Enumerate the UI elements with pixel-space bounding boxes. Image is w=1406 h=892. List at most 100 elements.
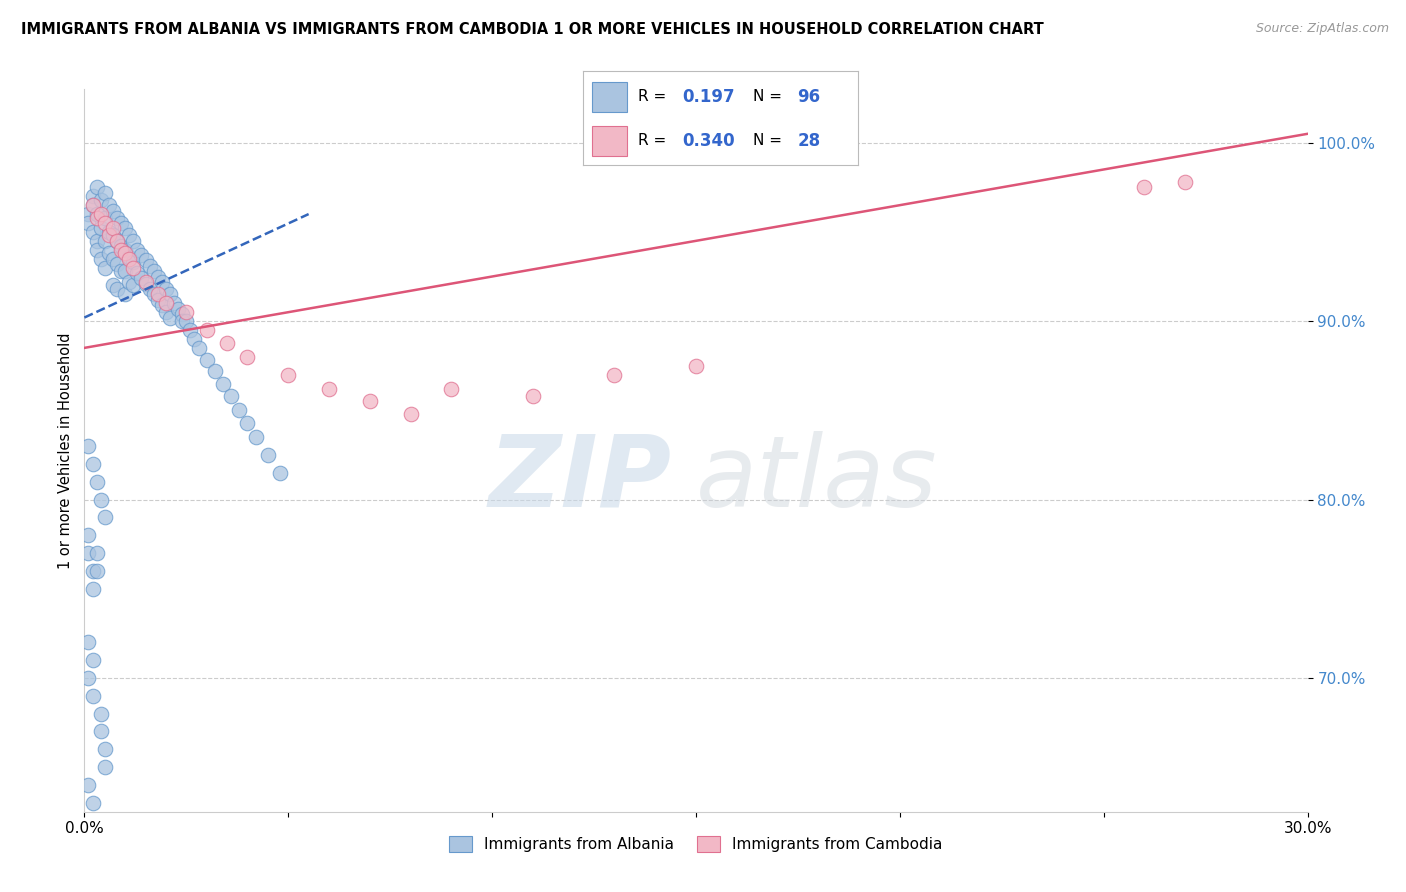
Point bbox=[90, 193, 112, 207]
FancyBboxPatch shape bbox=[592, 82, 627, 112]
Point bbox=[90, 724, 112, 739]
Point bbox=[86, 211, 108, 225]
Legend: Immigrants from Albania, Immigrants from Cambodia: Immigrants from Albania, Immigrants from… bbox=[443, 830, 949, 858]
Point bbox=[101, 228, 124, 243]
Point bbox=[150, 298, 173, 312]
Point bbox=[86, 475, 108, 489]
Point bbox=[93, 510, 115, 524]
Point bbox=[127, 243, 149, 257]
Point bbox=[101, 221, 124, 235]
Point bbox=[93, 186, 115, 200]
Point bbox=[155, 282, 177, 296]
Point bbox=[86, 207, 108, 221]
Point bbox=[685, 359, 707, 373]
Text: IMMIGRANTS FROM ALBANIA VS IMMIGRANTS FROM CAMBODIA 1 OR MORE VEHICLES IN HOUSEH: IMMIGRANTS FROM ALBANIA VS IMMIGRANTS FR… bbox=[21, 22, 1043, 37]
Point bbox=[159, 310, 181, 325]
Point bbox=[105, 282, 128, 296]
Point bbox=[269, 466, 291, 480]
Point bbox=[82, 189, 104, 203]
Text: 0.197: 0.197 bbox=[682, 87, 735, 105]
Point bbox=[90, 706, 112, 721]
Point bbox=[236, 350, 259, 364]
Point bbox=[179, 323, 201, 337]
Point bbox=[97, 228, 120, 243]
Point bbox=[135, 275, 157, 289]
Point bbox=[122, 255, 145, 269]
Point bbox=[105, 234, 128, 248]
Point bbox=[93, 760, 115, 774]
Point bbox=[105, 257, 128, 271]
FancyBboxPatch shape bbox=[592, 126, 627, 156]
Point bbox=[204, 364, 226, 378]
Point bbox=[86, 243, 108, 257]
Point bbox=[138, 259, 160, 273]
Point bbox=[77, 546, 100, 560]
Text: N =: N = bbox=[754, 133, 787, 148]
Point bbox=[86, 564, 108, 578]
Point bbox=[82, 564, 104, 578]
Point bbox=[228, 403, 250, 417]
Point bbox=[135, 253, 157, 268]
Point bbox=[105, 211, 128, 225]
Point bbox=[187, 341, 209, 355]
Point bbox=[82, 653, 104, 667]
Point bbox=[77, 635, 100, 649]
Point bbox=[77, 528, 100, 542]
Point bbox=[138, 282, 160, 296]
Point bbox=[93, 216, 115, 230]
Point bbox=[122, 260, 145, 275]
Point bbox=[82, 582, 104, 596]
Point bbox=[155, 305, 177, 319]
Point bbox=[172, 314, 194, 328]
Point bbox=[114, 243, 136, 257]
Point bbox=[172, 307, 194, 321]
Point bbox=[217, 335, 239, 350]
Point bbox=[219, 389, 242, 403]
Point bbox=[82, 457, 104, 471]
Point bbox=[118, 252, 141, 266]
Y-axis label: 1 or more Vehicles in Household: 1 or more Vehicles in Household bbox=[58, 332, 73, 569]
Point bbox=[82, 796, 104, 810]
Point bbox=[93, 260, 115, 275]
Point bbox=[163, 296, 186, 310]
Point bbox=[110, 243, 132, 257]
Point bbox=[183, 332, 205, 346]
Point bbox=[110, 264, 132, 278]
Point bbox=[86, 180, 108, 194]
Point bbox=[277, 368, 299, 382]
Point bbox=[77, 671, 100, 685]
Point bbox=[93, 211, 115, 225]
Point bbox=[93, 234, 115, 248]
Point bbox=[77, 207, 100, 221]
Point bbox=[90, 492, 112, 507]
Point bbox=[114, 287, 136, 301]
Point bbox=[159, 287, 181, 301]
Point bbox=[93, 742, 115, 756]
Point bbox=[150, 275, 173, 289]
Text: 0.340: 0.340 bbox=[682, 132, 735, 150]
Point bbox=[82, 689, 104, 703]
Point bbox=[97, 225, 120, 239]
Point bbox=[114, 246, 136, 260]
Point bbox=[77, 439, 100, 453]
Point bbox=[110, 216, 132, 230]
Text: atlas: atlas bbox=[696, 431, 938, 528]
Point bbox=[236, 416, 259, 430]
Point bbox=[127, 266, 149, 280]
Point bbox=[90, 221, 112, 235]
Point bbox=[174, 305, 197, 319]
Point bbox=[77, 778, 100, 792]
Text: 28: 28 bbox=[797, 132, 821, 150]
Point bbox=[122, 234, 145, 248]
Text: N =: N = bbox=[754, 89, 787, 104]
Point bbox=[146, 287, 169, 301]
Point bbox=[82, 198, 104, 212]
Point bbox=[195, 323, 218, 337]
Point bbox=[82, 225, 104, 239]
Point bbox=[142, 264, 165, 278]
Point bbox=[167, 301, 190, 316]
Point bbox=[97, 246, 120, 260]
Text: Source: ZipAtlas.com: Source: ZipAtlas.com bbox=[1256, 22, 1389, 36]
Point bbox=[522, 389, 544, 403]
Point bbox=[90, 207, 112, 221]
